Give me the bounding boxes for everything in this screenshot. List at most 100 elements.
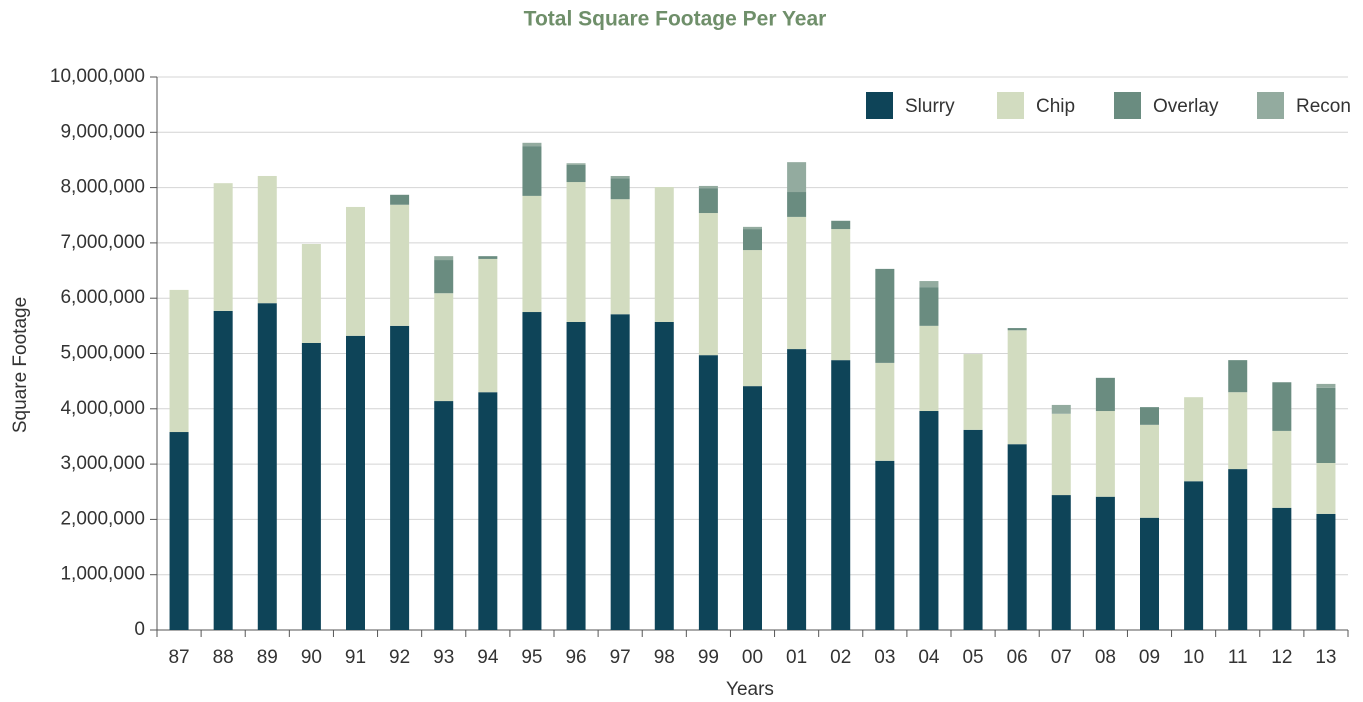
bar-segment	[566, 164, 586, 183]
bar-segment	[1316, 513, 1336, 630]
bar-segment	[1140, 407, 1159, 425]
y-tick-label: 1,000,000	[60, 564, 145, 585]
bar-segment	[963, 354, 983, 430]
bar-segment	[919, 325, 939, 412]
bar-segment	[1095, 496, 1115, 630]
x-tick-label: 93	[433, 647, 454, 668]
x-tick-label: 91	[345, 647, 366, 668]
x-tick-label: 13	[1315, 647, 1336, 668]
x-tick-label: 01	[786, 647, 807, 668]
bar-segment	[787, 192, 807, 217]
bar-segment	[390, 325, 410, 630]
bar-segment	[787, 349, 807, 630]
x-tick-label: 99	[698, 647, 719, 668]
bar-segment	[1051, 404, 1071, 414]
bar-segment	[522, 142, 542, 147]
bar-segment	[1272, 430, 1292, 508]
x-axis-label: Years	[726, 679, 774, 700]
legend-swatch	[1114, 92, 1141, 119]
bar-segment	[434, 260, 454, 294]
bar-segment	[301, 244, 321, 343]
bar-segment	[1007, 328, 1027, 331]
bar-segment	[743, 229, 762, 251]
bar-segment	[875, 268, 895, 363]
x-tick-label: 09	[1139, 647, 1160, 668]
bar-segment	[698, 355, 718, 630]
bar-segment	[1140, 424, 1159, 518]
x-tick-label: 97	[610, 647, 631, 668]
bar-segment	[390, 194, 410, 205]
bar-segment	[522, 312, 542, 630]
x-tick-label: 98	[654, 647, 675, 668]
bar-segment	[169, 432, 189, 630]
y-tick-label: 10,000,000	[50, 66, 145, 87]
bar-segment	[301, 342, 321, 630]
x-tick-label: 96	[565, 647, 586, 668]
bar-segment	[743, 226, 762, 230]
bar-segment	[610, 178, 630, 200]
y-tick-label: 9,000,000	[60, 121, 145, 142]
bar-segment	[831, 360, 851, 630]
x-tick-label: 05	[962, 647, 983, 668]
bar-segment	[1095, 411, 1115, 497]
legend-label: Overlay	[1153, 96, 1219, 117]
x-tick-label: 10	[1183, 647, 1204, 668]
bar-segment	[213, 310, 233, 630]
x-tick-label: 95	[521, 647, 542, 668]
bar-segment	[1007, 444, 1027, 630]
bar-segment	[257, 175, 277, 304]
bar-segment	[1316, 387, 1336, 463]
x-tick-label: 11	[1228, 647, 1248, 668]
bar-segment	[787, 162, 807, 193]
bar-segment	[434, 293, 454, 402]
bar-segment	[566, 182, 586, 322]
y-tick-label: 7,000,000	[60, 232, 145, 253]
bar-segment	[566, 321, 586, 630]
x-tick-label: 02	[830, 647, 851, 668]
bar-segment	[610, 314, 630, 630]
x-tick-label: 12	[1271, 647, 1292, 668]
bar-segment	[1272, 507, 1292, 630]
x-tick-label: 88	[213, 647, 234, 668]
bar-segment	[257, 303, 277, 630]
y-axis-label: Square Footage	[10, 297, 31, 433]
bar-segment	[434, 401, 454, 630]
chart-title: Total Square Footage Per Year	[524, 8, 827, 31]
bar-segment	[1228, 469, 1248, 630]
bar-segment	[478, 258, 498, 393]
bar-segment	[698, 213, 718, 356]
y-tick-label: 4,000,000	[60, 398, 145, 419]
bar-segment	[1095, 377, 1115, 412]
y-tick-label: 2,000,000	[60, 508, 145, 529]
bar-segment	[522, 195, 542, 313]
bar-segment	[478, 392, 498, 630]
legend-label: Recon	[1296, 96, 1351, 117]
x-tick-label: 06	[1007, 647, 1028, 668]
bar-segment	[1316, 383, 1336, 388]
bar-segment	[654, 321, 674, 630]
x-tick-label: 92	[389, 647, 410, 668]
bar-segment	[919, 411, 939, 630]
bar-segment	[1140, 517, 1159, 630]
legend-label: Chip	[1036, 96, 1075, 117]
bar-segment	[654, 187, 674, 322]
bar-segment	[1228, 360, 1248, 393]
bar-segment	[698, 185, 718, 189]
bar-segment	[698, 188, 718, 214]
bar-segment	[743, 250, 762, 387]
y-tick-label: 6,000,000	[60, 287, 145, 308]
x-tick-label: 89	[257, 647, 278, 668]
x-tick-label: 08	[1095, 647, 1116, 668]
y-tick-label: 5,000,000	[60, 343, 145, 364]
bar-segment	[787, 216, 807, 350]
y-tick-label: 0	[134, 619, 145, 640]
y-tick-label: 3,000,000	[60, 453, 145, 474]
x-tick-label: 04	[918, 647, 940, 668]
bar-segment	[831, 229, 851, 361]
x-tick-label: 94	[477, 647, 499, 668]
bar-segment	[743, 386, 762, 630]
bar-segment	[169, 289, 189, 433]
y-tick-label: 8,000,000	[60, 177, 145, 198]
bar-segment	[1316, 462, 1336, 514]
